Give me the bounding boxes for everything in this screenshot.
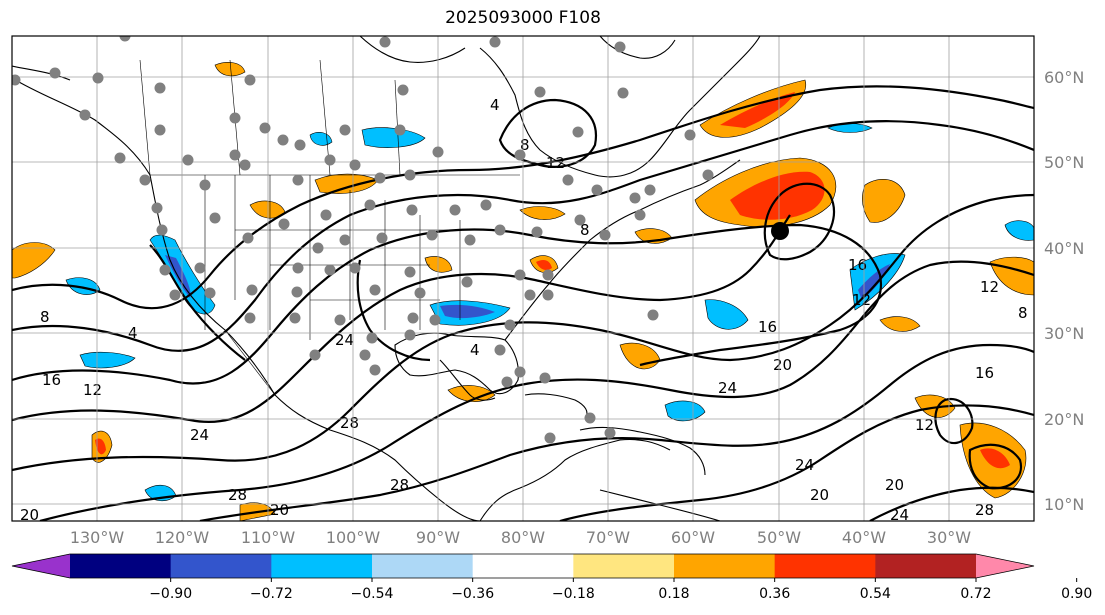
lon-label-30w: 30°W <box>927 528 971 547</box>
lat-label-10n: 10°N <box>1044 495 1084 514</box>
contour-label: 12 <box>915 416 934 434</box>
colorbar-tick-label: 0.72 <box>960 586 991 602</box>
negative-anomaly-shading <box>65 123 1034 502</box>
lon-label-110w: 110°W <box>241 528 296 547</box>
contour-label: 4 <box>490 96 500 114</box>
map-frame <box>11 35 1035 522</box>
contour-label: 8 <box>520 136 530 154</box>
contour-label: 12 <box>83 381 102 399</box>
map-content: 8 4 16 12 24 28 20 20 28 28 12 8 16 24 2… <box>12 36 1034 524</box>
contour-label: 24 <box>795 456 814 474</box>
colorbar-swatch <box>573 554 675 578</box>
coastlines <box>12 36 761 521</box>
latitude-labels: 60°N 50°N 40°N 30°N 20°N 10°N <box>1044 68 1084 514</box>
colorbar-swatch <box>774 554 876 578</box>
observation-dots <box>12 36 714 444</box>
contour-label: 24 <box>335 331 354 349</box>
contour-label: 16 <box>42 371 61 389</box>
lon-label-70w: 70°W <box>586 528 630 547</box>
lat-label-20n: 20°N <box>1044 410 1084 429</box>
colorbar-extend-low <box>12 554 70 578</box>
lat-label-30n: 30°N <box>1044 324 1084 343</box>
colorbar-swatch <box>271 554 373 578</box>
colorbar-tick-label: 0.18 <box>658 586 689 602</box>
contour-label: 8 <box>1018 304 1028 322</box>
colorbar-tick-label: 0.90 <box>1061 586 1092 602</box>
contour-label: 28 <box>228 486 247 504</box>
contour-label: 12 <box>852 291 871 309</box>
colorbar-swatch <box>170 554 272 578</box>
contour-label: 28 <box>975 501 994 519</box>
contour-label: 16 <box>975 364 994 382</box>
contour-label: 28 <box>340 414 359 432</box>
colorbar-swatch <box>875 554 977 578</box>
contour-label: 28 <box>390 476 409 494</box>
contour-label: 12 <box>546 154 565 172</box>
lon-label-40w: 40°W <box>842 528 886 547</box>
lat-label-50n: 50°N <box>1044 153 1084 172</box>
colorbar-outline <box>11 553 1035 579</box>
contour-label: 8 <box>580 221 590 239</box>
colorbar-tick-label: −0.54 <box>351 586 394 602</box>
colorbar: −0.90 −0.72 −0.54 −0.36 −0.18 0.18 0.36 0.54 0.7… <box>11 553 1092 602</box>
lat-label-60n: 60°N <box>1044 68 1084 87</box>
colorbar-tick-label: −0.72 <box>250 586 293 602</box>
lon-label-130w: 130°W <box>70 528 125 547</box>
lon-label-120w: 120°W <box>155 528 210 547</box>
storm-center-marker <box>771 222 789 240</box>
colorbar-tick-label: −0.90 <box>149 586 192 602</box>
colorbar-tick-label: −0.18 <box>552 586 595 602</box>
contour-label: 20 <box>270 501 289 519</box>
lon-label-80w: 80°W <box>501 528 545 547</box>
colorbar-extend-high <box>976 554 1034 578</box>
lon-label-60w: 60°W <box>671 528 715 547</box>
longitude-labels: 130°W 120°W 110°W 100°W 90°W 80°W 70°W 6… <box>70 528 971 547</box>
colorbar-tick-label: 0.36 <box>759 586 790 602</box>
contour-label: 12 <box>980 278 999 296</box>
height-contours <box>12 85 1034 521</box>
lon-label-50w: 50°W <box>757 528 801 547</box>
contour-label: 24 <box>190 426 209 444</box>
contour-label: 4 <box>470 341 480 359</box>
graticule <box>12 36 1034 521</box>
contour-label: 24 <box>718 379 737 397</box>
lon-label-90w: 90°W <box>416 528 460 547</box>
colorbar-swatch <box>70 554 172 578</box>
colorbar-tick-label: −0.36 <box>451 586 494 602</box>
contour-label: 16 <box>758 318 777 336</box>
contour-label: 16 <box>848 256 867 274</box>
contour-label: 24 <box>890 506 909 524</box>
colorbar-tick-label: 0.54 <box>860 586 891 602</box>
contour-label: 20 <box>773 356 792 374</box>
map-title: 2025093000 F108 <box>445 8 601 28</box>
contour-label: 20 <box>885 476 904 494</box>
colorbar-swatch <box>674 554 776 578</box>
lon-label-100w: 100°W <box>326 528 381 547</box>
contour-label: 8 <box>40 308 50 326</box>
colorbar-swatch <box>372 554 474 578</box>
contour-label: 20 <box>810 486 829 504</box>
colorbar-swatch <box>472 554 574 578</box>
contour-label: 20 <box>20 506 39 524</box>
lat-label-40n: 40°N <box>1044 239 1084 258</box>
